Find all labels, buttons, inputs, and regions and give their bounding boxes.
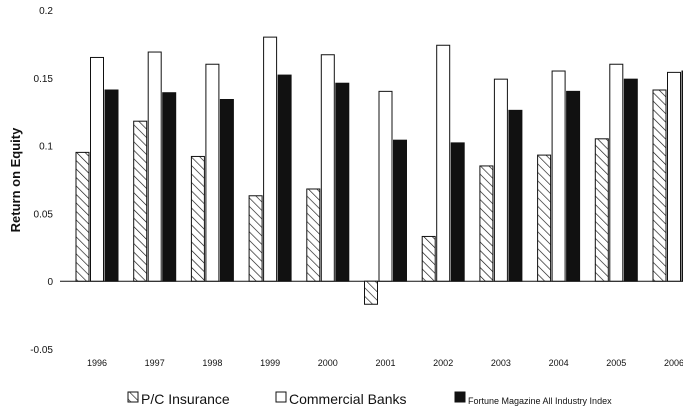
bar-commercial-banks-1999 xyxy=(263,36,278,282)
bar-commercial-banks-2001 xyxy=(378,90,393,282)
bar-p-c-insurance-1999 xyxy=(248,195,263,282)
bar-commercial-banks-2004 xyxy=(551,70,566,282)
bar-p-c-insurance-1998 xyxy=(190,155,205,282)
x-tick-label: 1999 xyxy=(260,358,280,368)
bar-commercial-banks-2000 xyxy=(320,54,335,282)
x-tick-label: 1996 xyxy=(87,358,107,368)
x-tick-label: 2003 xyxy=(491,358,511,368)
legend-label: P/C Insurance xyxy=(141,391,230,407)
bar-fortune-magazine-all-industry-index-1997 xyxy=(162,92,177,282)
legend-label: Commercial Banks xyxy=(289,391,406,407)
bar-fortune-magazine-all-industry-index-2004 xyxy=(566,90,581,282)
bar-commercial-banks-1998 xyxy=(205,63,220,282)
bar-p-c-insurance-2006 xyxy=(652,89,667,282)
legend-swatch-fortune-magazine-all-industry-index xyxy=(454,391,466,403)
x-tick-label: 2005 xyxy=(606,358,626,368)
bar-p-c-insurance-2002 xyxy=(421,235,436,282)
bar-commercial-banks-2005 xyxy=(609,63,624,282)
bar-fortune-magazine-all-industry-index-1996 xyxy=(104,89,119,282)
y-tick-label: 0.2 xyxy=(39,6,53,17)
bar-fortune-magazine-all-industry-index-2000 xyxy=(335,82,350,282)
y-tick-label: 0.1 xyxy=(39,142,53,153)
y-tick-label: 0.05 xyxy=(34,209,54,220)
bar-commercial-banks-2003 xyxy=(493,78,508,282)
y-tick-label: 0.15 xyxy=(34,74,54,85)
x-tick-label: 2004 xyxy=(549,358,569,368)
bar-p-c-insurance-1997 xyxy=(133,120,148,282)
x-tick-label: 2002 xyxy=(433,358,453,368)
x-tick-labels: 1996 1997 1998 1999 2000 2001 2002 2003 2004 2005… xyxy=(87,358,683,368)
legend-swatch-p-c-insurance xyxy=(127,391,139,403)
x-tick-label: 1998 xyxy=(202,358,222,368)
bar-p-c-insurance-2000 xyxy=(306,188,321,282)
bar-p-c-insurance-2005 xyxy=(594,138,609,282)
bar-p-c-insurance-1996 xyxy=(75,151,90,282)
x-tick-label: 2006 xyxy=(664,358,683,368)
bar-fortune-magazine-all-industry-index-2001 xyxy=(393,139,407,282)
bar-fortune-magazine-all-industry-index-2003 xyxy=(508,109,523,282)
y-tick-label: -0.05 xyxy=(30,345,53,356)
x-tick-label: 1997 xyxy=(145,358,165,368)
bar-p-c-insurance-2001 xyxy=(364,280,378,305)
bar-commercial-banks-2002 xyxy=(436,44,451,282)
bar-p-c-insurance-2003 xyxy=(479,165,494,282)
bar-commercial-banks-1996 xyxy=(90,56,104,282)
legend: P/C Insurance Commercial Banks Fortune Mag… xyxy=(127,391,612,407)
bar-fortune-magazine-all-industry-index-2005 xyxy=(623,78,638,282)
x-tick-label: 2001 xyxy=(375,358,395,368)
bar-fortune-magazine-all-industry-index-1998 xyxy=(219,98,234,282)
legend-swatch-commercial-banks xyxy=(275,391,287,403)
axis-layer: -0.05 0 0.05 0.1 0.15 0.2 xyxy=(30,6,683,356)
legend-label: Fortune Magazine All Industry Index xyxy=(468,396,612,406)
bar-commercial-banks-2006 xyxy=(667,71,681,282)
x-tick-label: 2000 xyxy=(318,358,338,368)
bar-p-c-insurance-2004 xyxy=(537,154,552,282)
bar-fortune-magazine-all-industry-index-1999 xyxy=(277,74,292,282)
bars-layer xyxy=(75,36,683,305)
y-axis-label: Return on Equity xyxy=(8,127,23,232)
bar-fortune-magazine-all-industry-index-2002 xyxy=(450,142,465,282)
y-tick-label: 0 xyxy=(47,277,53,288)
bar-commercial-banks-1997 xyxy=(147,51,162,282)
